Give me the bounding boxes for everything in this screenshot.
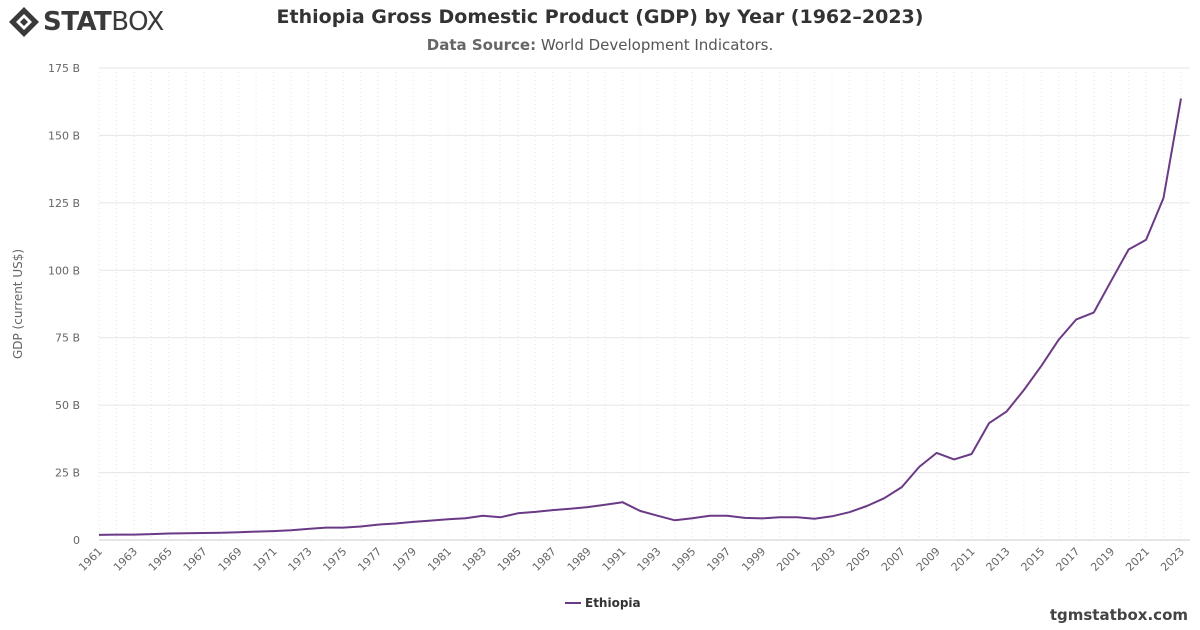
x-tick-label: 1989 — [565, 545, 594, 574]
x-tick-label: 1975 — [320, 545, 349, 574]
x-tick-label: 2011 — [949, 545, 978, 574]
y-tick-label: 25 B — [55, 467, 80, 480]
x-tick-label: 1965 — [146, 545, 175, 574]
y-tick-label: 175 B — [48, 62, 80, 75]
x-tick-label: 2017 — [1053, 545, 1082, 574]
x-tick-label: 2003 — [809, 545, 838, 574]
x-tick-label: 1967 — [181, 545, 210, 574]
x-tick-label: 2005 — [844, 545, 873, 574]
x-tick-label: 2023 — [1158, 545, 1187, 574]
y-tick-label: 75 B — [55, 332, 80, 345]
x-tick-label: 1999 — [739, 545, 768, 574]
y-tick-label: 50 B — [55, 399, 80, 412]
x-tick-label: 2015 — [1019, 545, 1048, 574]
diamond-logo-icon — [9, 7, 39, 37]
x-tick-label: 1987 — [530, 545, 559, 574]
x-tick-label: 2009 — [914, 545, 943, 574]
statbox-logo: STATBOX — [8, 6, 164, 38]
logo-wordmark: STATBOX — [43, 7, 164, 37]
logo-thin-text: BOX — [111, 7, 164, 37]
series-line-ethiopia — [98, 98, 1182, 536]
x-tick-label: 2001 — [774, 545, 803, 574]
x-tick-label: 1969 — [216, 545, 245, 574]
logo-bold-text: STAT — [43, 7, 112, 37]
x-tick-label: 1985 — [495, 545, 524, 574]
x-tick-label: 1973 — [286, 545, 315, 574]
subtitle-value: World Development Indicators. — [540, 36, 774, 54]
y-tick-label: 0 — [73, 534, 80, 547]
chart-title: Ethiopia Gross Domestic Product (GDP) by… — [276, 6, 924, 28]
x-tick-label: 1983 — [460, 545, 489, 574]
y-tick-label: 100 B — [48, 264, 80, 277]
x-tick-label: 1997 — [704, 545, 733, 574]
x-tick-label: 1991 — [600, 545, 629, 574]
x-tick-label: 2019 — [1088, 545, 1117, 574]
legend-label: Ethiopia — [585, 596, 641, 610]
x-tick-label: 1961 — [76, 545, 105, 574]
x-tick-label: 1963 — [111, 545, 140, 574]
chart-subtitle: Data Source: World Development Indicator… — [0, 36, 1200, 54]
x-tick-label: 1995 — [669, 545, 698, 574]
x-tick-label: 2021 — [1123, 545, 1152, 574]
x-tick-label: 1971 — [251, 545, 280, 574]
x-tick-label: 1977 — [355, 545, 384, 574]
y-tick-label: 125 B — [48, 197, 80, 210]
y-tick-label: 150 B — [48, 129, 80, 142]
x-tick-label: 1993 — [635, 545, 664, 574]
subtitle-label: Data Source: — [426, 36, 537, 54]
x-tick-label: 1981 — [425, 545, 454, 574]
x-tick-label: 1979 — [390, 545, 419, 574]
site-credit[interactable]: tgmstatbox.com — [1049, 606, 1188, 624]
x-tick-label: 2013 — [984, 545, 1013, 574]
x-tick-label: 2007 — [879, 545, 908, 574]
y-axis-title: GDP (current US$) — [11, 249, 25, 359]
